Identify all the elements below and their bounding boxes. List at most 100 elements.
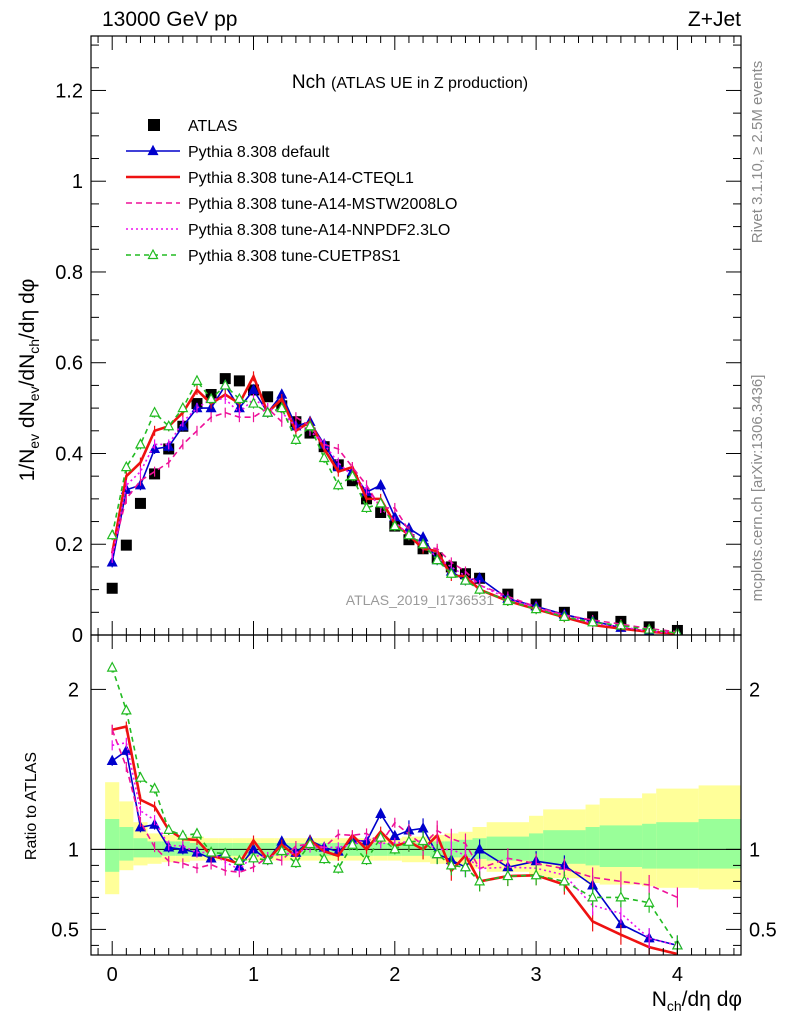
series-marker [205, 392, 217, 404]
series-marker [290, 433, 302, 444]
tick-labels: 0 1 2 3 4 0 0.2 0.4 0.6 0.8 1 1.2 0.5 0.5 1 1 2 2 [51, 80, 777, 986]
legend-swatch [148, 119, 160, 131]
atlas-point [233, 375, 245, 387]
series-marker [502, 869, 514, 881]
series-marker [318, 852, 330, 864]
series-marker [403, 528, 415, 540]
series-marker [346, 469, 358, 481]
series-marker [262, 406, 274, 417]
series-marker [403, 835, 415, 846]
series-marker [177, 829, 189, 840]
legend-label: Pythia 8.308 tune-A14-NNPDF2.3LO [188, 222, 450, 239]
green-band-bin [105, 819, 120, 872]
series-marker [389, 519, 401, 531]
series-marker [375, 831, 387, 842]
green-band-bin [656, 822, 699, 869]
series-marker [530, 602, 542, 614]
series-marker [558, 875, 570, 886]
series-marker [332, 862, 344, 873]
ratio-tick-label-right: 0.5 [749, 919, 777, 941]
series-marker [163, 419, 175, 431]
series-marker [530, 868, 542, 880]
series-line-main [111, 379, 678, 634]
legend-marker [147, 144, 159, 156]
series-marker [474, 875, 486, 886]
series-marker [120, 704, 132, 715]
axis-ticks [91, 36, 741, 955]
series-marker [431, 847, 443, 859]
plot-frames [90, 35, 742, 956]
series-marker [502, 594, 514, 606]
side-label-mcplots: mcplots.cern.ch [arXiv:1306.3436] [749, 375, 766, 602]
chart-title: Nch (ATLAS UE in Z production) [292, 72, 528, 93]
header-left: 13000 GeV pp [102, 8, 237, 31]
series-marker [134, 771, 146, 782]
series-marker [474, 843, 486, 854]
series-marker [191, 374, 203, 385]
series-marker [375, 807, 387, 818]
series-marker [643, 896, 655, 907]
ratio-tick-label-left: 2 [68, 679, 79, 701]
series-line-ratio [112, 741, 678, 947]
series-marker [106, 661, 118, 672]
series-line-ratio [111, 729, 678, 899]
y-tick-label: 0 [72, 625, 83, 647]
series-marker [361, 501, 373, 513]
series-marker [361, 853, 373, 865]
series-marker [318, 451, 330, 463]
x-tick-label: 3 [531, 964, 542, 986]
legend-entry-5: Pythia 8.308 tune-CUETP8S1 [126, 248, 401, 265]
series-marker [106, 754, 118, 765]
series-marker [615, 891, 627, 902]
ratio-y-axis-label: Ratio to ATLAS [23, 752, 40, 860]
series-marker [474, 583, 486, 594]
x-tick-label: 2 [389, 964, 400, 986]
series-marker [120, 460, 132, 472]
ratio-tick-label-right: 2 [749, 679, 760, 701]
atlas-point [262, 391, 274, 403]
legend-entry-2: Pythia 8.308 tune-A14-CTEQL1 [126, 170, 414, 187]
x-tick-label: 0 [107, 964, 118, 986]
series-marker [219, 379, 231, 390]
green-band-bin [529, 833, 544, 863]
x-tick-label: 1 [248, 964, 259, 986]
legend-entry-4: Pythia 8.308 tune-A14-NNPDF2.3LO [126, 222, 450, 239]
atlas-point [120, 539, 132, 551]
series-marker [445, 567, 457, 578]
series-marker [587, 616, 599, 627]
series-marker [205, 846, 217, 857]
series-marker [332, 478, 344, 490]
x-tick-label: 4 [672, 964, 683, 986]
y-tick-label: 0.6 [55, 353, 83, 375]
green-band-bin [642, 823, 657, 869]
legend-entry-3: Pythia 8.308 tune-A14-MSTW2008LO [126, 196, 457, 213]
series-marker [163, 823, 175, 834]
series-marker [120, 744, 132, 755]
series-line-ratio [111, 667, 679, 946]
legend-label: Pythia 8.308 default [188, 144, 330, 161]
green-band-bin [119, 827, 134, 861]
series-marker [375, 497, 387, 508]
series-marker [106, 528, 118, 540]
atlas-point [106, 582, 118, 594]
legend-label: Pythia 8.308 tune-CUETP8S1 [188, 248, 401, 265]
ratio-tick-label-right: 1 [749, 839, 760, 861]
x-axis-label: Nch/dη dφ [652, 988, 742, 1014]
legend-label: Pythia 8.308 tune-A14-MSTW2008LO [188, 196, 457, 213]
legend-label: Pythia 8.308 tune-A14-CTEQL1 [188, 170, 414, 187]
series-5 [106, 374, 683, 955]
series-marker [219, 847, 231, 858]
series-marker [346, 838, 358, 849]
side-label-rivet: Rivet 3.1.10, ≥ 2.5M events [749, 61, 766, 244]
series-marker [290, 856, 302, 868]
series-marker [375, 478, 387, 490]
legend-marker [147, 248, 159, 260]
y-tick-label: 0.2 [55, 534, 83, 556]
green-band-bin [698, 819, 741, 869]
series-marker [587, 891, 599, 902]
series-marker [445, 859, 457, 870]
series-marker [191, 827, 203, 838]
y-tick-label: 1.2 [55, 80, 83, 102]
chart-subtitle: (ATLAS UE in Z production) [331, 75, 528, 92]
